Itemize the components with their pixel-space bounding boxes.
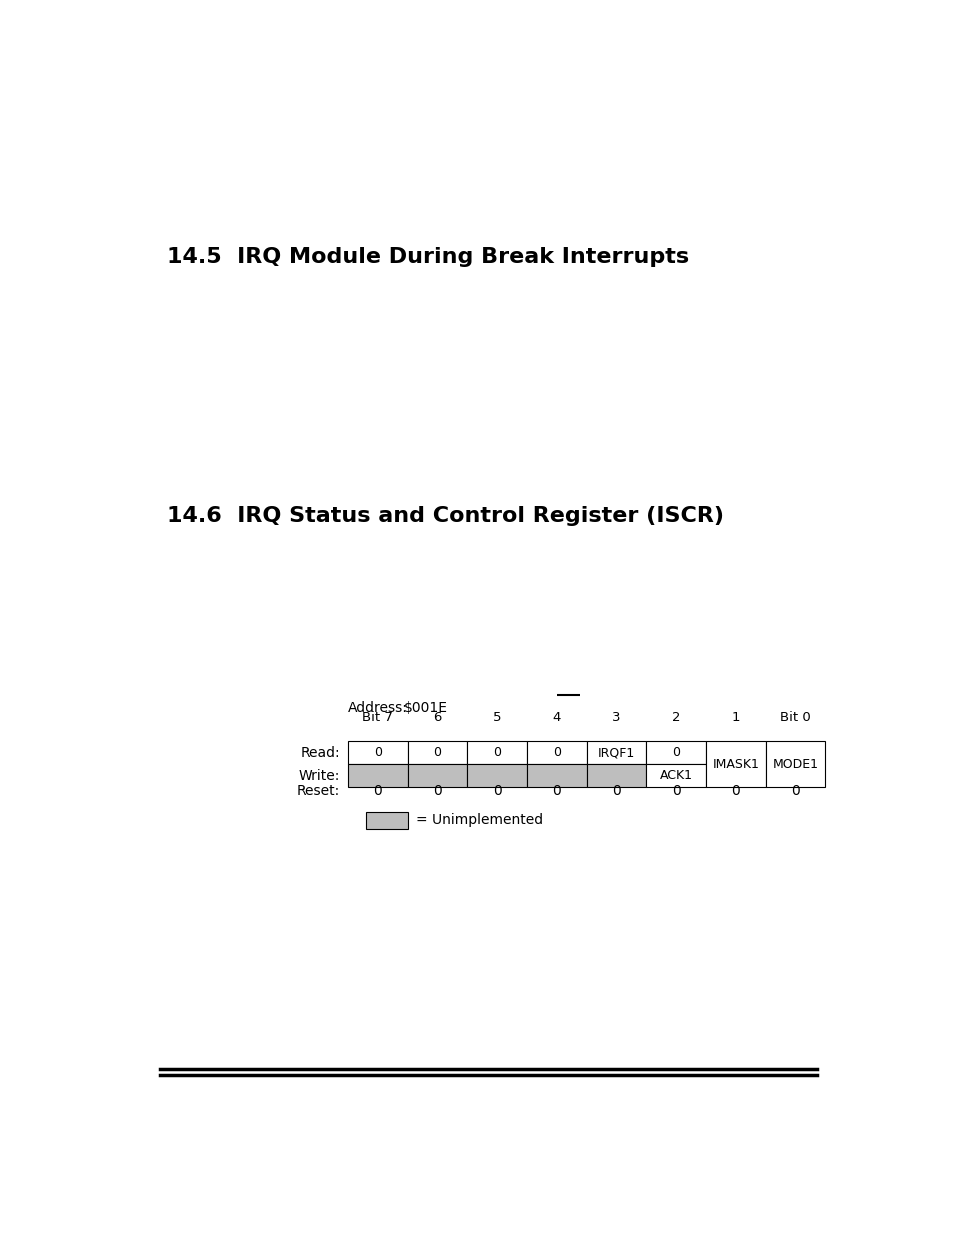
Bar — [365, 811, 408, 829]
Bar — [586, 764, 645, 787]
Text: MODE1: MODE1 — [772, 758, 818, 771]
Text: 0: 0 — [731, 784, 740, 798]
Text: 0: 0 — [433, 746, 441, 760]
Text: 4: 4 — [552, 711, 560, 724]
Bar — [705, 741, 765, 787]
Text: 0: 0 — [373, 784, 382, 798]
Bar — [765, 741, 824, 787]
Text: ACK1: ACK1 — [659, 769, 692, 782]
Text: 0: 0 — [552, 784, 560, 798]
Text: 1: 1 — [731, 711, 740, 724]
Text: 0: 0 — [374, 746, 381, 760]
Text: 14.6  IRQ Status and Control Register (ISCR): 14.6 IRQ Status and Control Register (IS… — [167, 506, 723, 526]
Text: = Unimplemented: = Unimplemented — [416, 814, 542, 827]
Text: Bit 7: Bit 7 — [362, 711, 393, 724]
Text: 0: 0 — [552, 746, 560, 760]
Text: IRQF1: IRQF1 — [598, 746, 635, 760]
Bar — [645, 764, 705, 787]
Text: 0: 0 — [790, 784, 799, 798]
Bar — [348, 764, 407, 787]
Bar — [526, 741, 586, 764]
Text: 3: 3 — [612, 711, 620, 724]
Bar — [407, 741, 467, 764]
Text: 14.5  IRQ Module During Break Interrupts: 14.5 IRQ Module During Break Interrupts — [167, 247, 689, 267]
Bar — [586, 741, 645, 764]
Bar — [467, 764, 526, 787]
Text: Bit 0: Bit 0 — [780, 711, 810, 724]
Text: 2: 2 — [671, 711, 679, 724]
Text: Read:: Read: — [300, 746, 340, 760]
Text: Reset:: Reset: — [296, 784, 340, 798]
Text: 0: 0 — [612, 784, 620, 798]
Text: 0: 0 — [671, 784, 679, 798]
Text: 0: 0 — [492, 784, 501, 798]
Text: Address:: Address: — [348, 701, 407, 715]
Text: 6: 6 — [433, 711, 441, 724]
Bar — [348, 741, 407, 764]
Text: $001E: $001E — [403, 701, 447, 715]
Text: IMASK1: IMASK1 — [712, 758, 759, 771]
Text: 0: 0 — [493, 746, 500, 760]
Text: Write:: Write: — [298, 768, 340, 783]
Bar — [467, 741, 526, 764]
Bar — [407, 764, 467, 787]
Text: 0: 0 — [433, 784, 441, 798]
Bar — [645, 741, 705, 764]
Text: 0: 0 — [671, 746, 679, 760]
Text: 5: 5 — [493, 711, 500, 724]
Bar — [526, 764, 586, 787]
